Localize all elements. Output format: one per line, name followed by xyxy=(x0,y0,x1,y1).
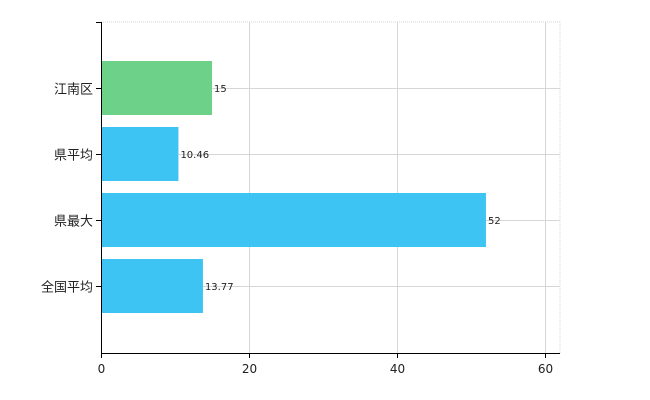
x-tick-label-20: 20 xyxy=(242,362,257,376)
bar-0 xyxy=(101,61,213,115)
bar-2 xyxy=(101,193,486,247)
category-label-3: 全国平均 xyxy=(41,280,93,296)
value-label-3: 13.77 xyxy=(205,282,234,293)
x-tick-label-60: 60 xyxy=(538,362,553,376)
bar-3 xyxy=(101,259,203,313)
value-label-0: 15 xyxy=(214,84,227,95)
category-label-2: 県最大 xyxy=(54,215,93,230)
bars xyxy=(101,61,486,313)
bar-1 xyxy=(101,127,179,181)
value-label-1: 10.46 xyxy=(180,150,209,161)
x-tick-label-40: 40 xyxy=(390,362,405,376)
category-label-1: 県平均 xyxy=(54,149,93,164)
x-tick-label-0: 0 xyxy=(98,362,106,376)
value-label-2: 52 xyxy=(488,216,501,227)
category-label-0: 江南区 xyxy=(54,82,93,98)
value-labels: 15 10.46 52 13.77 xyxy=(180,84,500,293)
